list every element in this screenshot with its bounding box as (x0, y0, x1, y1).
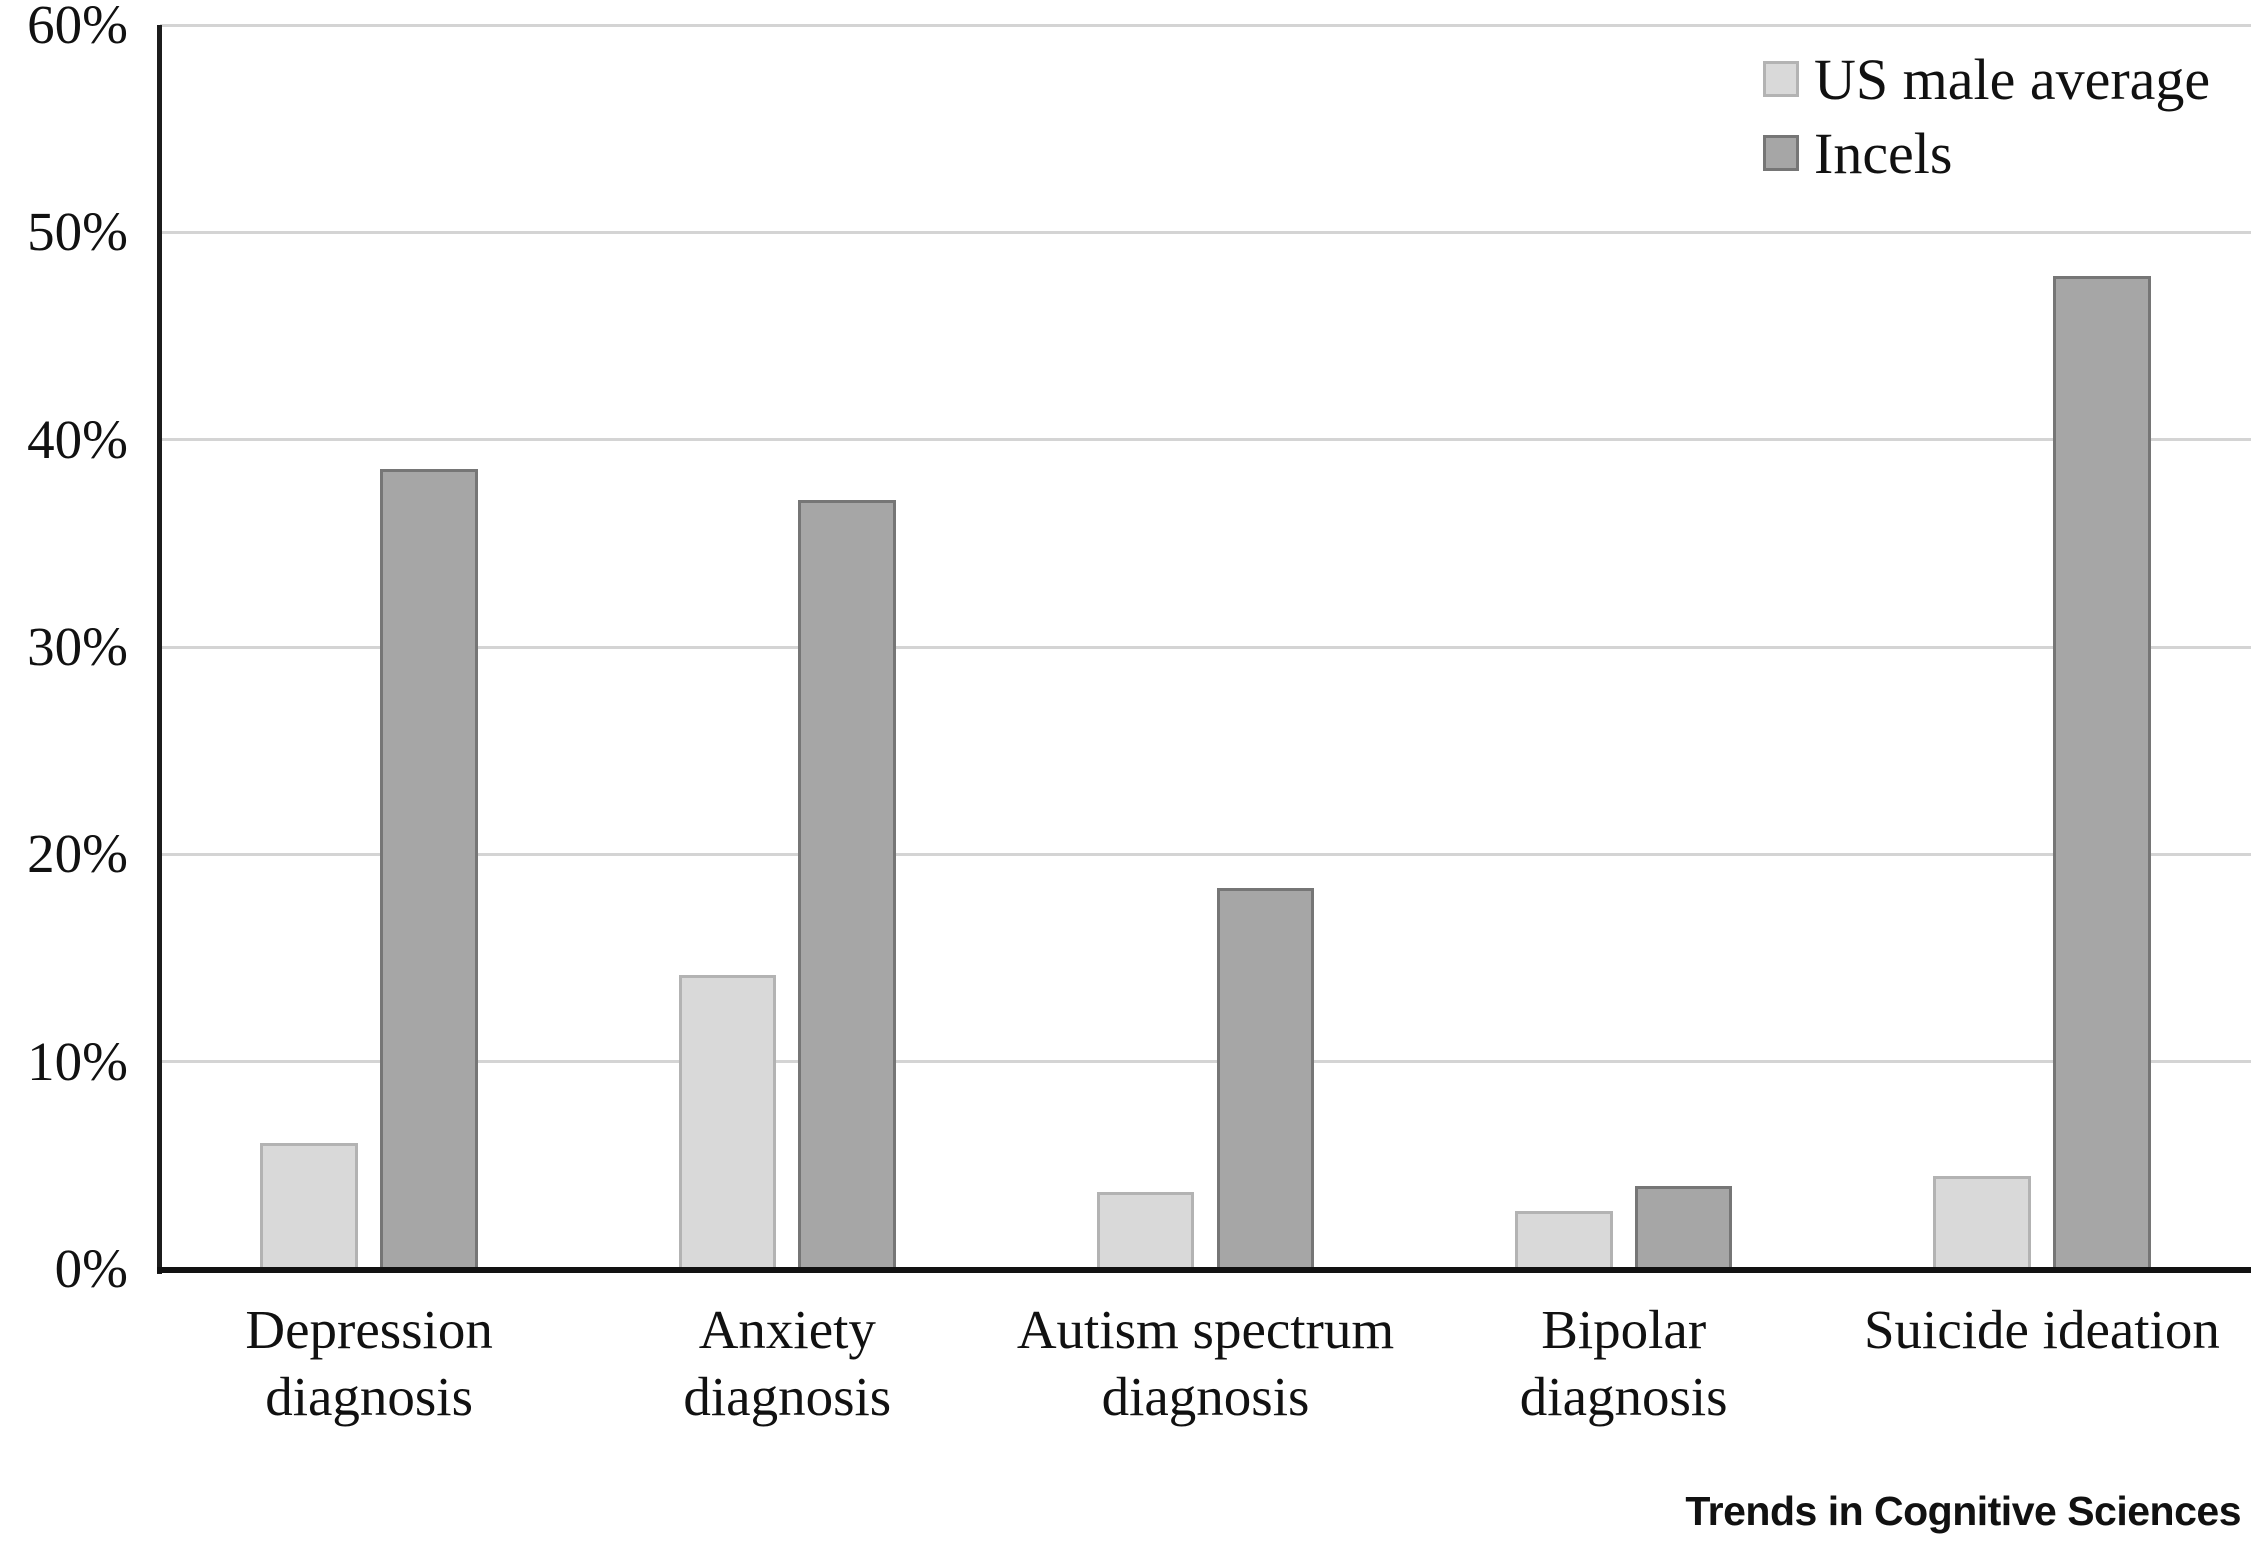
legend-swatch-icon (1763, 61, 1799, 97)
category-label-line: Anxiety (698, 1299, 876, 1360)
bar-incels-2 (1216, 887, 1315, 1269)
category-label-line: diagnosis (1519, 1366, 1728, 1427)
y-tick-label-0%: 0% (54, 1238, 128, 1299)
y-tick-label-10%: 10% (27, 1030, 128, 1092)
bar-us-male-average-1 (678, 974, 777, 1269)
legend-item-incels: Incels (1763, 120, 2210, 186)
y-tick-label-30%: 30% (27, 616, 128, 677)
legend-item-us-male-average: US male average (1763, 46, 2211, 112)
bar-us-male-average-3 (1515, 1210, 1613, 1269)
category-label-2: Autism spectrum diagnosis (1017, 1296, 1394, 1430)
bar-us-male-average-0 (260, 1142, 359, 1269)
legend-swatch-icon (1763, 135, 1799, 171)
bar-incels-3 (1634, 1186, 1733, 1269)
gridline-50 (160, 230, 2251, 234)
category-label-line: diagnosis (683, 1366, 892, 1427)
y-tick-label-50%: 50% (27, 201, 128, 263)
journal-brand-label: Trends in Cognitive Sciences (1685, 1488, 2241, 1534)
gridline-20 (160, 852, 2251, 856)
bar-incels-4 (2052, 275, 2151, 1269)
category-label-1: Anxiety diagnosis (683, 1296, 891, 1430)
y-axis-line (157, 25, 162, 1274)
y-tick-label-60%: 60% (27, 0, 128, 55)
legend-label: Incels (1814, 120, 1953, 186)
gridline-60 (160, 23, 2251, 27)
y-tick-label-40%: 40% (27, 408, 128, 470)
category-label-line: diagnosis (265, 1366, 473, 1427)
category-label-line: diagnosis (1101, 1366, 1310, 1427)
legend-label: US male average (1814, 46, 2211, 112)
category-label-line: Bipolar (1541, 1299, 1707, 1360)
gridline-10 (160, 1060, 2251, 1064)
category-label-3: Bipolar diagnosis (1520, 1296, 1728, 1430)
category-label-line: Suicide ideation (1863, 1299, 2220, 1360)
category-label-line: Depression (245, 1299, 493, 1360)
bar-incels-1 (798, 499, 896, 1269)
bar-us-male-average-4 (1933, 1175, 2031, 1269)
gridline-30 (160, 645, 2251, 649)
y-tick-label-20%: 20% (27, 823, 128, 885)
category-label-line: Autism spectrum (1016, 1299, 1395, 1360)
bar-us-male-average-2 (1096, 1192, 1195, 1269)
legend: US male average Incels (1763, 46, 2211, 196)
category-label-0: Depression diagnosis (245, 1296, 492, 1430)
gridline-40 (160, 438, 2251, 442)
category-label-4: Suicide ideation (1864, 1296, 2220, 1363)
bar-incels-0 (380, 468, 478, 1269)
x-axis-line (157, 1267, 2251, 1273)
